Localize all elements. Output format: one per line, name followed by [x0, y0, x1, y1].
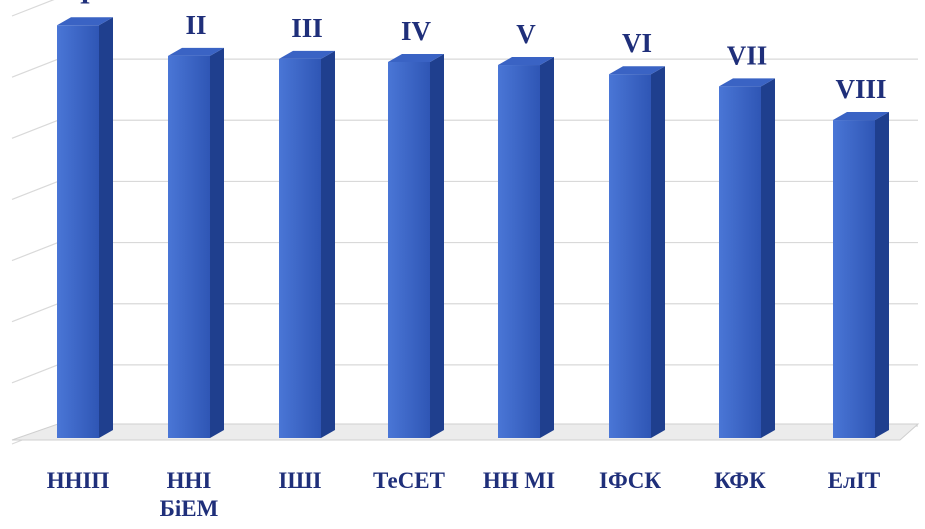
- gridline-left: [12, 243, 58, 261]
- rank-label: VIII: [835, 74, 886, 104]
- category-label: КФК: [714, 468, 766, 493]
- category-label: ІШІ: [278, 468, 321, 493]
- category-label-line: БіЕМ: [160, 496, 219, 521]
- bar-side: [99, 17, 113, 438]
- bar-front: [168, 56, 210, 438]
- bar: [498, 57, 554, 438]
- category-label: ЕлІТ: [828, 468, 881, 493]
- bar-side: [875, 112, 889, 438]
- category-label-line: ННІ: [167, 468, 212, 493]
- bar-front: [498, 65, 540, 438]
- gridline-left: [12, 120, 58, 138]
- category-label: ННІП: [47, 468, 110, 493]
- chart-floor: [12, 424, 918, 440]
- rank-label: III: [291, 13, 323, 43]
- bar-side: [540, 57, 554, 438]
- floor-plane: [12, 424, 918, 440]
- category-label-line: ІШІ: [278, 468, 321, 493]
- bar: [609, 66, 665, 438]
- bar: [279, 51, 335, 438]
- gridline-left: [12, 181, 58, 199]
- bar-front: [388, 62, 430, 438]
- category-labels: ННІП ННІ БіЕМ ІШІ ТеСЕТ НН МІ ІФСК КФК ЕлІТ: [47, 468, 881, 521]
- category-label-line: КФК: [714, 468, 766, 493]
- bar-side: [761, 78, 775, 438]
- bar: [719, 78, 775, 438]
- bar-side: [430, 54, 444, 438]
- category-label: НН МІ: [483, 468, 555, 493]
- category-label: ТеСЕТ: [373, 468, 445, 493]
- rank-label: IV: [401, 16, 432, 46]
- gridline-left: [12, 0, 58, 16]
- category-label-line: ЕлІТ: [828, 468, 881, 493]
- gridline-left: [12, 304, 58, 322]
- bar-front: [279, 59, 321, 438]
- bar-front: [833, 120, 875, 438]
- gridline-left: [12, 365, 58, 383]
- rank-label: VI: [622, 28, 652, 58]
- bar: [57, 17, 113, 438]
- rank-label: II: [185, 10, 206, 40]
- gridlines: [12, 0, 918, 444]
- bar: [388, 54, 444, 438]
- bars: [57, 17, 889, 438]
- category-label-line: ННІП: [47, 468, 110, 493]
- category-label-line: ІФСК: [599, 468, 661, 493]
- category-label-line: НН МІ: [483, 468, 555, 493]
- rank-label: I: [80, 0, 91, 9]
- rank-label: V: [516, 19, 536, 49]
- bar-side: [210, 48, 224, 438]
- gridline-left: [12, 59, 58, 77]
- bar: [168, 48, 224, 438]
- category-label-line: ТеСЕТ: [373, 468, 445, 493]
- bar-front: [57, 25, 99, 438]
- category-label: ІФСК: [599, 468, 661, 493]
- bar-side: [321, 51, 335, 438]
- bar-front: [719, 86, 761, 438]
- bar-side: [651, 66, 665, 438]
- rank-label: VII: [727, 40, 768, 70]
- bar: [833, 112, 889, 438]
- category-label: ННІ БіЕМ: [160, 468, 219, 521]
- bar-front: [609, 74, 651, 438]
